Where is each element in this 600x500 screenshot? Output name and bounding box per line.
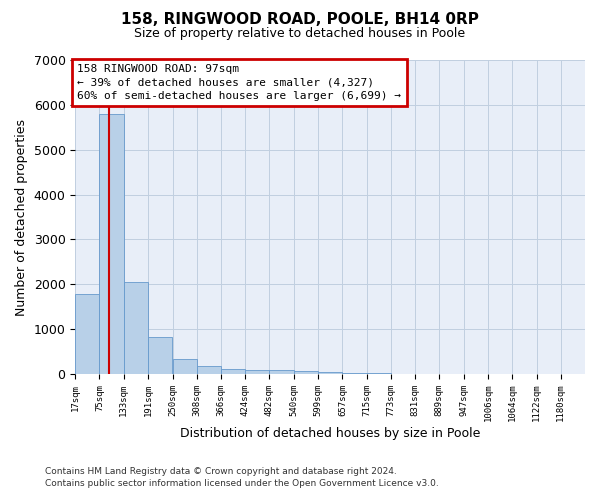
Bar [148,338,172,374]
Text: Size of property relative to detached houses in Poole: Size of property relative to detached ho… [134,28,466,40]
Bar [221,369,245,374]
Bar [100,114,124,374]
Bar [197,366,221,374]
Text: 158 RINGWOOD ROAD: 97sqm
← 39% of detached houses are smaller (4,327)
60% of sem: 158 RINGWOOD ROAD: 97sqm ← 39% of detach… [77,64,401,101]
Text: Contains public sector information licensed under the Open Government Licence v3: Contains public sector information licen… [45,478,439,488]
Bar [124,282,148,374]
Bar [343,373,367,374]
Bar [269,370,293,374]
Y-axis label: Number of detached properties: Number of detached properties [15,118,28,316]
Bar [245,370,269,374]
X-axis label: Distribution of detached houses by size in Poole: Distribution of detached houses by size … [180,427,481,440]
Bar [318,372,343,374]
Text: Contains HM Land Registry data © Crown copyright and database right 2024.: Contains HM Land Registry data © Crown c… [45,467,397,476]
Bar [293,370,318,374]
Text: 158, RINGWOOD ROAD, POOLE, BH14 0RP: 158, RINGWOOD ROAD, POOLE, BH14 0RP [121,12,479,28]
Bar [173,359,197,374]
Bar [75,294,100,374]
